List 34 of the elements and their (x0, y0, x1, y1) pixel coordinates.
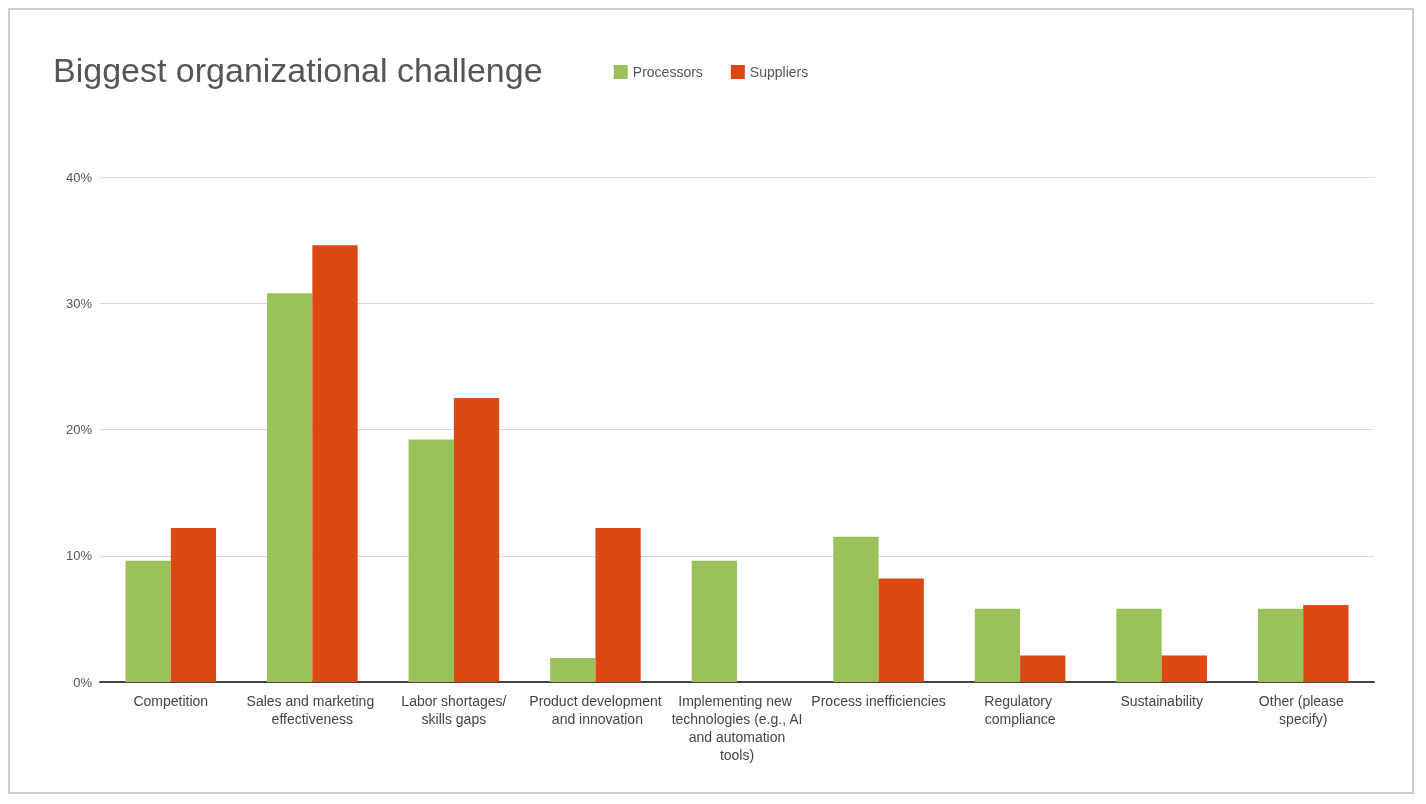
y-tick-label: 30% (65, 295, 93, 311)
x-tick-label: Other (please specify) (1258, 693, 1348, 727)
bar (833, 536, 879, 682)
x-tick-label: Implementing new technologies (e.g., AI and automation tools) (671, 693, 803, 763)
bar (550, 658, 596, 682)
x-tick-label: Regulatory compliance (984, 693, 1056, 727)
bar (691, 560, 737, 682)
y-tick-label: 40% (65, 169, 93, 185)
bar (125, 560, 171, 682)
bar (1257, 608, 1304, 682)
y-tick-label: 0% (73, 674, 93, 690)
bar (1161, 655, 1207, 682)
bar (878, 578, 924, 682)
bar (267, 293, 313, 682)
bar (1303, 604, 1349, 682)
x-tick-label: Labor shortages/skills gaps (401, 693, 507, 727)
bar (595, 527, 641, 682)
x-tick-label: Competition (133, 693, 209, 709)
bar (1116, 608, 1162, 682)
y-tick-label: 20% (65, 422, 93, 437)
x-tick-label: Sales and marketing effectiveness (246, 693, 379, 727)
bar (408, 439, 454, 682)
bar (312, 245, 358, 682)
bar (453, 397, 500, 682)
bar (1020, 655, 1066, 682)
chart-title: Biggest organizational challenge (53, 51, 543, 89)
x-tick-label: Process inefficiencies (811, 693, 946, 709)
x-tick-label: Product development and innovation (529, 693, 662, 727)
y-tick-label: 10% (65, 548, 93, 564)
bar (170, 527, 217, 682)
legend-label: Suppliers (749, 64, 809, 80)
legend-label: Processors (632, 64, 703, 80)
x-tick-label: Sustainability (1120, 693, 1203, 709)
bar (974, 608, 1021, 682)
